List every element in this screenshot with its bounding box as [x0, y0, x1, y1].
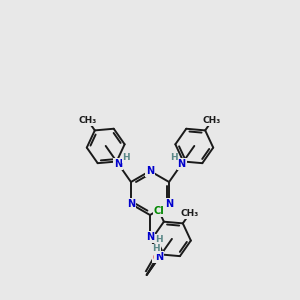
Text: H: H	[155, 235, 163, 244]
Text: N: N	[146, 232, 154, 242]
Text: N: N	[146, 166, 154, 176]
Text: Cl: Cl	[153, 206, 164, 216]
Text: CH₃: CH₃	[79, 116, 97, 125]
Text: CH₃: CH₃	[181, 209, 199, 218]
Text: N: N	[165, 199, 173, 209]
Text: H: H	[152, 244, 160, 253]
Text: N: N	[114, 159, 122, 169]
Text: O: O	[153, 253, 161, 262]
Text: N: N	[155, 252, 164, 262]
Text: N: N	[178, 159, 186, 169]
Text: H: H	[170, 154, 178, 163]
Text: N: N	[127, 199, 135, 209]
Text: H: H	[122, 154, 130, 163]
Text: CH₃: CH₃	[203, 116, 221, 125]
